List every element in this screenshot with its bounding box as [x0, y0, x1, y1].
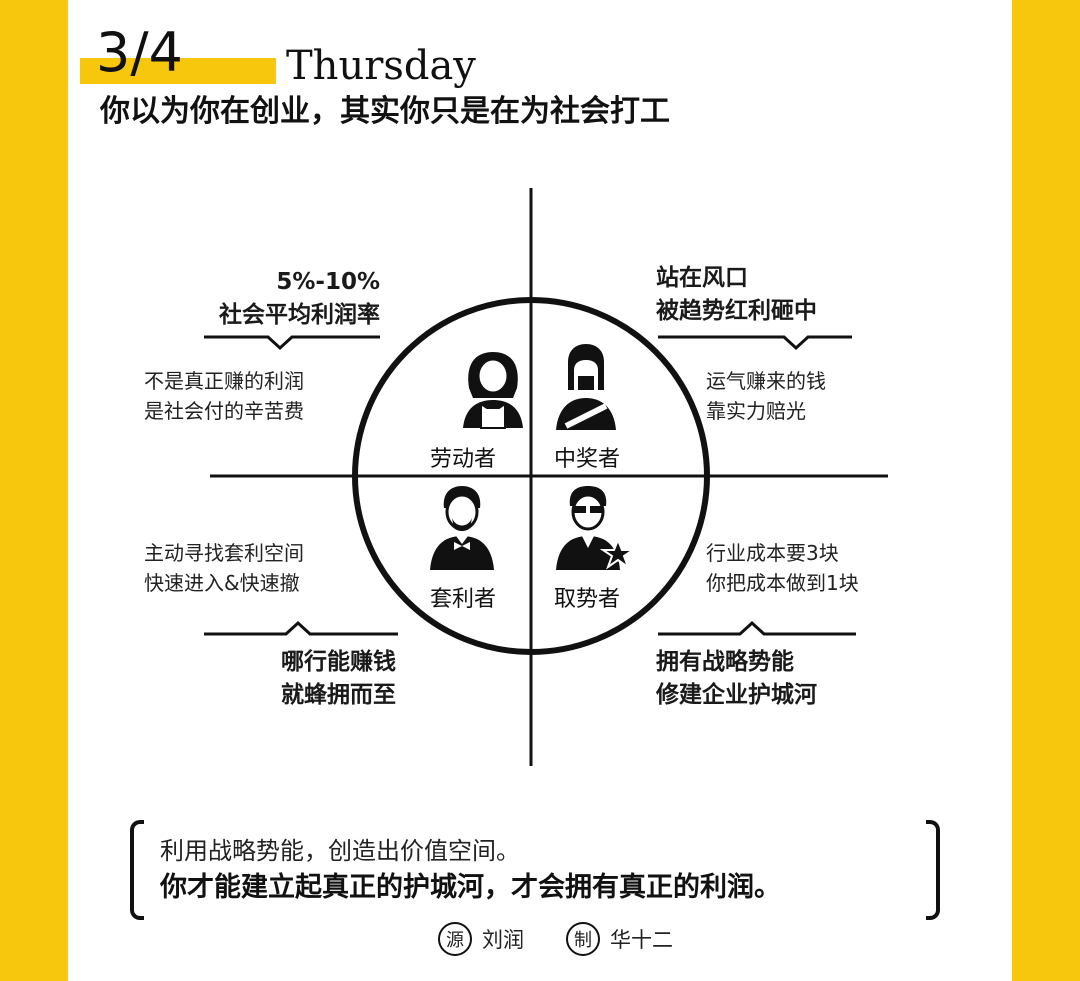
role-label-arbitrageur: 套利者	[429, 587, 496, 612]
laborer-icon	[463, 352, 523, 429]
top-left-desc-line2: 是社会付的辛苦费	[144, 399, 304, 423]
role-label-winner: 中奖者	[553, 447, 620, 472]
top-right-desc-line2: 靠实力赔光	[706, 399, 806, 423]
page-number: 3/4	[96, 21, 183, 84]
top-right-title-line1: 站在风口	[656, 265, 748, 291]
bottom-left-title-line1: 哪行能赚钱	[281, 649, 396, 675]
arbitrageur-icon	[430, 486, 494, 570]
day-label: Thursday	[286, 43, 476, 89]
callout-line-bottom-left	[204, 620, 398, 636]
page-title: 你以为你在创业，其实你只是在为社会打工	[100, 94, 670, 129]
source-name: 刘润	[482, 928, 524, 952]
bottom-left-desc-line2: 快速进入&快速撤	[144, 571, 300, 595]
role-label-strategist: 取势者	[553, 587, 620, 612]
callout-line-top-left	[204, 335, 380, 351]
bottom-right-title-line1: 拥有战略势能	[656, 649, 794, 675]
source-mark: 源	[438, 922, 472, 956]
quote-line1: 利用战略势能，创造出价值空间。	[160, 837, 520, 865]
strategist-icon	[556, 486, 637, 570]
callout-line-bottom-right	[658, 620, 856, 636]
winner-icon	[556, 344, 616, 430]
quote-line2: 你才能建立起真正的护城河，才会拥有真正的利润。	[160, 872, 781, 903]
top-left-title-line1: 5%-10%	[276, 269, 380, 295]
content-card	[68, 0, 1012, 981]
callout-line-top-right	[658, 335, 852, 351]
maker-name: 华十二	[610, 928, 673, 952]
top-left-desc-line1: 不是真正赚的利润	[144, 369, 304, 393]
maker-mark: 制	[566, 922, 600, 956]
center-circle	[352, 297, 710, 655]
maker-credit: 制 华十二	[566, 922, 673, 956]
bottom-right-desc-line2: 你把成本做到1块	[706, 571, 859, 595]
quote-bracket-right	[926, 820, 940, 920]
bottom-left-desc-line1: 主动寻找套利空间	[144, 541, 304, 565]
role-label-laborer: 劳动者	[429, 447, 496, 472]
bottom-left-title-line2: 就蜂拥而至	[281, 682, 396, 708]
top-right-title-line2: 被趋势红利砸中	[656, 298, 817, 324]
bottom-right-desc-line1: 行业成本要3块	[706, 541, 839, 565]
top-left-title-line2: 社会平均利润率	[219, 302, 380, 328]
top-right-desc-line1: 运气赚来的钱	[706, 369, 826, 393]
page-number-highlight	[80, 58, 276, 84]
bottom-right-title-line2: 修建企业护城河	[656, 682, 817, 708]
source-credit: 源 刘润	[438, 922, 524, 956]
quote-bracket-left	[130, 820, 144, 920]
